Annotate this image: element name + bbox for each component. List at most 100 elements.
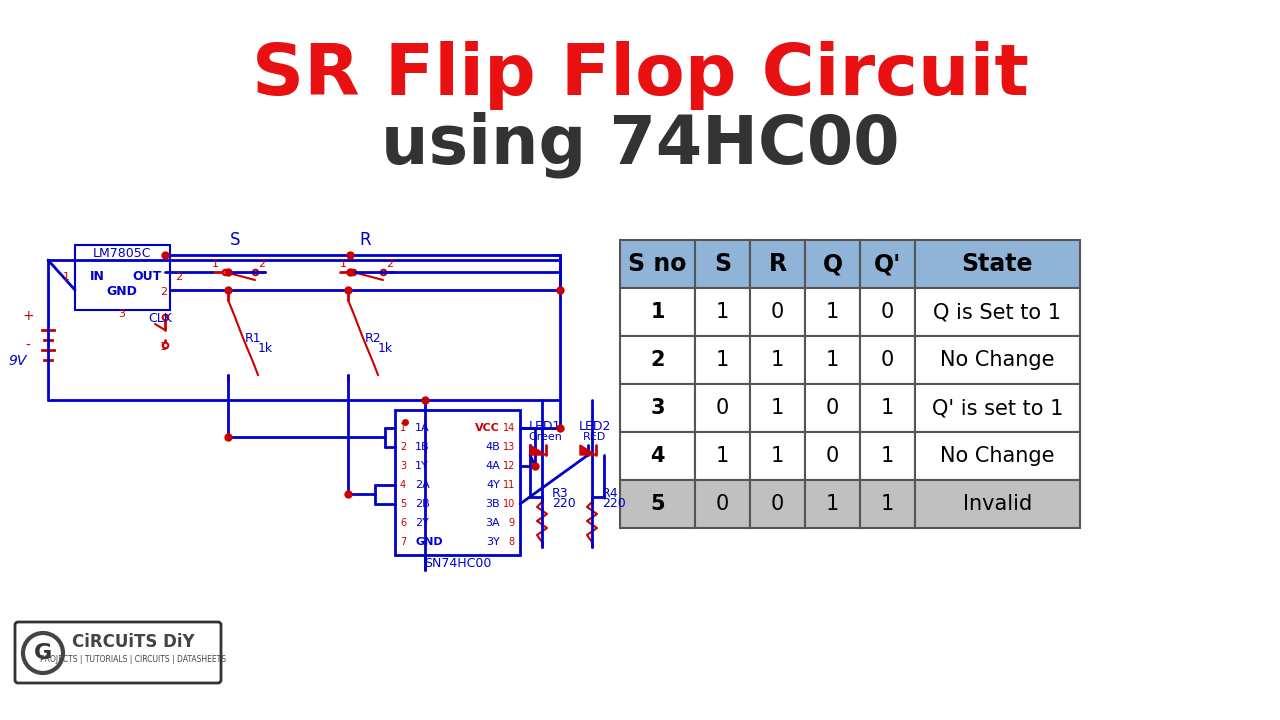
Text: 0: 0 bbox=[771, 302, 785, 322]
Bar bbox=[695, 480, 750, 528]
Bar bbox=[860, 288, 915, 336]
Text: 1: 1 bbox=[771, 350, 785, 370]
Bar bbox=[620, 336, 695, 384]
Text: GND: GND bbox=[106, 285, 137, 298]
Text: 3Y: 3Y bbox=[486, 537, 500, 547]
Bar bbox=[860, 384, 915, 432]
Text: LM7805C: LM7805C bbox=[92, 247, 151, 260]
Text: S: S bbox=[714, 252, 731, 276]
Text: VCC: VCC bbox=[475, 423, 500, 433]
Text: 4Y: 4Y bbox=[486, 480, 500, 490]
Text: 2: 2 bbox=[259, 259, 265, 269]
Bar bbox=[805, 432, 860, 480]
Text: 0: 0 bbox=[771, 494, 785, 514]
Bar bbox=[620, 384, 695, 432]
Text: 3: 3 bbox=[119, 309, 125, 319]
Text: 1: 1 bbox=[650, 302, 664, 322]
Text: 1k: 1k bbox=[378, 342, 393, 355]
Text: G: G bbox=[33, 643, 52, 663]
Text: 2: 2 bbox=[175, 272, 182, 282]
Text: No Change: No Change bbox=[941, 446, 1055, 466]
Text: 1: 1 bbox=[881, 494, 895, 514]
Text: 2: 2 bbox=[650, 350, 664, 370]
Bar bbox=[396, 410, 520, 555]
Text: Q is Set to 1: Q is Set to 1 bbox=[933, 302, 1061, 322]
Bar bbox=[805, 288, 860, 336]
Text: RED: RED bbox=[584, 432, 607, 442]
Text: R1: R1 bbox=[244, 332, 261, 345]
Text: 1: 1 bbox=[399, 423, 406, 433]
Text: 1: 1 bbox=[716, 302, 730, 322]
Text: SN74HC00: SN74HC00 bbox=[424, 557, 492, 570]
Bar bbox=[860, 336, 915, 384]
Text: 0: 0 bbox=[881, 350, 895, 370]
Bar bbox=[860, 480, 915, 528]
Text: 0: 0 bbox=[881, 302, 895, 322]
Text: Green: Green bbox=[529, 432, 562, 442]
Text: 8: 8 bbox=[509, 537, 515, 547]
Text: 1: 1 bbox=[826, 494, 840, 514]
Text: 1: 1 bbox=[826, 302, 840, 322]
Text: 2: 2 bbox=[160, 287, 168, 297]
Text: LED2: LED2 bbox=[579, 420, 611, 433]
Bar bbox=[915, 240, 1080, 288]
Text: 9: 9 bbox=[509, 518, 515, 528]
Text: OUT: OUT bbox=[132, 270, 161, 283]
Text: S no: S no bbox=[628, 252, 687, 276]
Bar bbox=[750, 288, 805, 336]
Bar bbox=[860, 240, 915, 288]
Bar bbox=[620, 480, 695, 528]
Bar bbox=[695, 432, 750, 480]
Text: 9V: 9V bbox=[9, 354, 27, 368]
Text: 2Y: 2Y bbox=[415, 518, 429, 528]
Bar bbox=[805, 480, 860, 528]
Text: 12: 12 bbox=[503, 461, 515, 471]
Text: 2A: 2A bbox=[415, 480, 430, 490]
Bar bbox=[805, 336, 860, 384]
Text: State: State bbox=[961, 252, 1033, 276]
Polygon shape bbox=[580, 445, 596, 455]
Text: R: R bbox=[768, 252, 787, 276]
Text: 220: 220 bbox=[552, 497, 576, 510]
Text: 1: 1 bbox=[826, 350, 840, 370]
Text: +: + bbox=[22, 309, 33, 323]
Text: S: S bbox=[229, 231, 241, 249]
FancyBboxPatch shape bbox=[15, 622, 221, 683]
Text: Invalid: Invalid bbox=[963, 494, 1032, 514]
Bar bbox=[620, 288, 695, 336]
Text: using 74HC00: using 74HC00 bbox=[380, 112, 900, 179]
Text: 2B: 2B bbox=[415, 499, 430, 509]
Bar bbox=[915, 432, 1080, 480]
Bar bbox=[860, 432, 915, 480]
Bar bbox=[620, 240, 695, 288]
Text: -: - bbox=[26, 339, 31, 353]
Bar bbox=[750, 336, 805, 384]
Bar bbox=[915, 384, 1080, 432]
Text: SR Flip Flop Circuit: SR Flip Flop Circuit bbox=[252, 40, 1028, 109]
Text: CiRCUiTS DiY: CiRCUiTS DiY bbox=[72, 633, 195, 651]
Text: 1Y: 1Y bbox=[415, 461, 429, 471]
Bar bbox=[695, 384, 750, 432]
Text: R: R bbox=[360, 231, 371, 249]
Bar bbox=[76, 245, 170, 310]
Text: 0: 0 bbox=[716, 494, 730, 514]
Text: 1: 1 bbox=[881, 398, 895, 418]
Bar bbox=[620, 432, 695, 480]
Text: 2: 2 bbox=[387, 259, 393, 269]
Text: 4: 4 bbox=[650, 446, 664, 466]
Bar bbox=[695, 288, 750, 336]
Text: R3: R3 bbox=[552, 487, 568, 500]
Text: 0: 0 bbox=[826, 446, 840, 466]
Text: 3A: 3A bbox=[485, 518, 500, 528]
Text: 1: 1 bbox=[716, 350, 730, 370]
Bar bbox=[915, 336, 1080, 384]
Bar bbox=[750, 432, 805, 480]
Text: 4B: 4B bbox=[485, 442, 500, 452]
Text: 7: 7 bbox=[399, 537, 406, 547]
Text: 1: 1 bbox=[716, 446, 730, 466]
Bar bbox=[915, 480, 1080, 528]
Text: 1: 1 bbox=[881, 446, 895, 466]
Text: 3: 3 bbox=[399, 461, 406, 471]
Text: No Change: No Change bbox=[941, 350, 1055, 370]
Polygon shape bbox=[530, 445, 547, 455]
